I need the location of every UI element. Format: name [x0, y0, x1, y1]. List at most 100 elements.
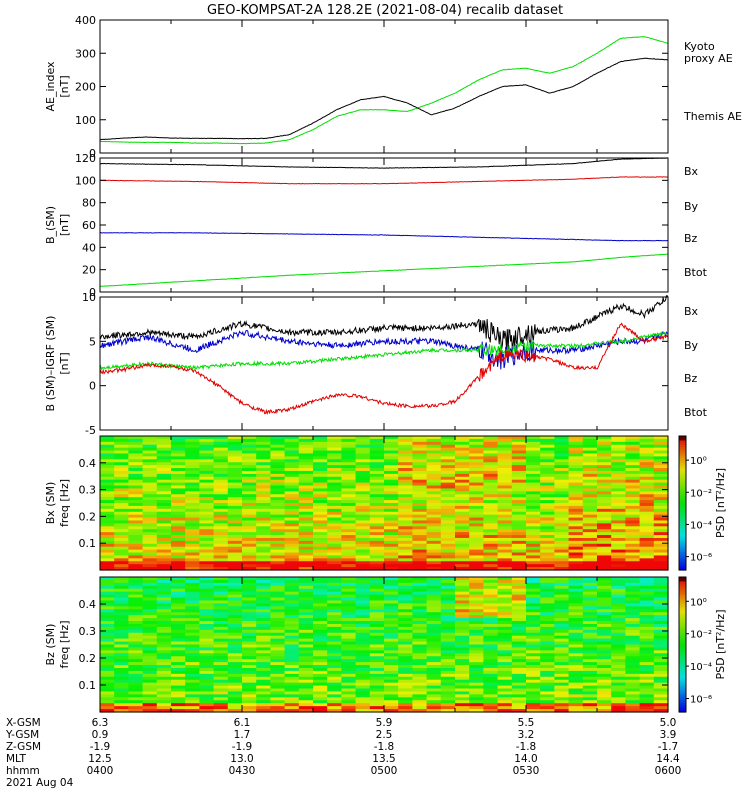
spectrogram-cell — [256, 688, 271, 693]
spectrogram-cell — [469, 638, 484, 643]
spectrogram-cell — [398, 526, 413, 530]
spectrogram-cell — [313, 653, 328, 657]
spectrogram-cell — [469, 676, 484, 681]
spectrogram-cell — [597, 635, 612, 640]
spectrogram-cell — [142, 709, 158, 713]
spectrogram-cell — [171, 465, 186, 469]
spectrogram-cell — [497, 529, 513, 533]
spectrogram-cell — [270, 520, 286, 524]
spectrogram-cell — [511, 644, 527, 649]
spectrogram-cell — [469, 653, 484, 657]
spectrogram-cell — [199, 650, 215, 654]
spectrogram-cell — [270, 494, 286, 498]
spectrogram-cell — [483, 653, 499, 657]
spectrogram-cell — [100, 697, 115, 701]
spectrogram-cell — [256, 615, 271, 619]
x-axis-date: 2021 Aug 04 — [6, 777, 74, 789]
spectrogram-cell — [511, 700, 527, 704]
spectrogram-cell — [426, 703, 442, 707]
spectrogram-cell — [412, 647, 428, 651]
spectrogram-cell — [440, 623, 456, 628]
spectrogram-cell — [242, 644, 257, 649]
spectrogram-cell — [497, 612, 513, 616]
spectrogram-cell — [540, 667, 555, 672]
colorbar-segment — [679, 682, 686, 686]
spectrogram-cell — [171, 667, 186, 672]
spectrogram-cell — [625, 612, 641, 616]
spectrogram-cell — [511, 462, 527, 466]
spectrogram-cell — [625, 676, 641, 681]
spectrogram-cell — [554, 609, 570, 613]
spectrogram-cell — [597, 618, 612, 622]
spectrogram-cell — [142, 577, 158, 581]
spectrogram-cell — [469, 670, 484, 675]
spectrogram-cell — [653, 629, 669, 634]
spectrogram-cell — [526, 564, 541, 568]
spectrogram-cell — [142, 700, 158, 704]
spectrogram-cell — [511, 511, 527, 516]
spectrogram-cell — [497, 485, 513, 490]
spectrogram-cell — [341, 567, 357, 571]
spectrogram-cell — [469, 444, 484, 449]
spectrogram-cell — [341, 488, 357, 492]
colorbar-segment — [679, 595, 686, 598]
spectrogram-cell — [156, 585, 172, 590]
spectrogram-cell — [497, 626, 513, 631]
spectrogram-cell — [625, 682, 641, 687]
spectrogram-cell — [639, 582, 655, 587]
spectrogram-cell — [554, 641, 570, 646]
spectrogram-cell — [256, 626, 271, 631]
spectrogram-cell — [511, 635, 527, 640]
spectrogram-cell — [469, 697, 484, 701]
spectrogram-cell — [554, 561, 570, 565]
spectrogram-cell — [497, 508, 513, 513]
spectrogram-cell — [313, 514, 328, 519]
spectrogram-cell — [270, 667, 286, 672]
spectrogram-cell — [554, 543, 570, 548]
spectrogram-cell — [284, 444, 300, 449]
spectrogram-cell — [440, 459, 456, 463]
spectrogram-cell — [625, 517, 641, 522]
y-axis-unit-label: freq [Hz] — [58, 620, 71, 668]
spectrogram-cell — [142, 537, 158, 542]
spectrogram-cell — [455, 650, 470, 654]
spectrogram-cell — [412, 482, 428, 487]
spectrogram-cell — [568, 520, 584, 524]
spectrogram-cell — [469, 511, 484, 516]
spectrogram-cell — [582, 564, 598, 568]
spectrogram-cell — [298, 691, 314, 695]
spectrogram-cell — [242, 577, 257, 581]
spectrogram-cell — [568, 564, 584, 568]
spectrogram-cell — [426, 549, 442, 554]
spectrogram-cell — [100, 532, 115, 536]
spectrogram-cell — [227, 665, 243, 669]
spectrogram-cell — [171, 700, 186, 704]
spectrogram-cell — [171, 591, 186, 596]
spectrogram-cell — [213, 526, 229, 530]
spectrogram-cell — [611, 621, 626, 625]
spectrogram-cell — [511, 638, 527, 643]
spectrogram-cell — [440, 508, 456, 513]
spectrogram-cell — [313, 476, 328, 481]
legend-entry: Bx — [684, 305, 699, 318]
spectrogram-cell — [653, 644, 669, 649]
spectrogram-cell — [469, 453, 484, 457]
spectrogram-cell — [199, 682, 215, 687]
spectrogram-cell — [455, 447, 470, 452]
spectrogram-cell — [554, 476, 570, 481]
spectrogram-cell — [199, 638, 215, 643]
spectrogram-cell — [199, 676, 215, 681]
spectrogram-cell — [639, 644, 655, 649]
spectrogram-cell — [511, 459, 527, 463]
spectrogram-cell — [256, 588, 271, 593]
spectrogram-cell — [611, 615, 626, 619]
spectrogram-cell — [653, 497, 669, 501]
spectrogram-cell — [568, 673, 584, 678]
spectrogram-cell — [497, 609, 513, 613]
spectrogram-cell — [511, 647, 527, 651]
spectrogram-cell — [242, 606, 257, 610]
spectrogram-cell — [526, 682, 541, 687]
spectrogram-cell — [242, 635, 257, 640]
spectrogram-cell — [497, 482, 513, 487]
spectrogram-cell — [199, 691, 215, 695]
